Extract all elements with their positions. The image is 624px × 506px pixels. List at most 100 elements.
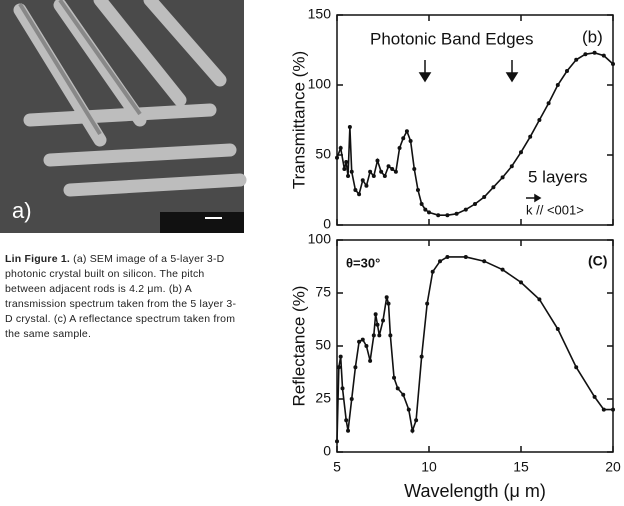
image-label: a) (12, 198, 32, 223)
data-point (382, 174, 387, 178)
data-point (390, 167, 395, 171)
data-point (537, 118, 542, 122)
data-point (410, 428, 415, 433)
data-point (438, 259, 443, 264)
data-point (346, 174, 351, 178)
data-point (371, 333, 376, 338)
data-point (519, 280, 523, 285)
caption: Lin Figure 1. (a) SEM image of a 5-layer… (5, 252, 241, 342)
data-point (463, 207, 468, 212)
arrow (418, 60, 542, 203)
sem-image: a) (0, 0, 247, 233)
data-point (347, 125, 352, 129)
y-tick-label: 0 (323, 216, 331, 232)
data-point (386, 301, 391, 306)
data-point (601, 407, 606, 412)
data-point (519, 150, 523, 155)
annotation: θ=30° (346, 255, 380, 270)
data-point (419, 202, 424, 206)
annotation: k // <001> (526, 202, 584, 217)
data-point (406, 407, 411, 412)
data-point (375, 158, 380, 163)
y-tick-label: 50 (315, 337, 331, 353)
data-point (430, 269, 435, 274)
data-point (338, 354, 343, 359)
x-axis-label: Wavelength (μ m) (404, 481, 546, 501)
data-point (360, 337, 365, 342)
data-point (414, 418, 419, 423)
data-point (427, 210, 431, 215)
data-point (565, 69, 569, 73)
data-point (336, 365, 341, 370)
plot-frame (336, 14, 614, 226)
data-point (349, 169, 354, 174)
data-point (401, 392, 406, 397)
y-axis-label: Transmittance (%) (289, 51, 308, 189)
data-point (371, 174, 376, 178)
data-point (491, 185, 496, 190)
data-point (404, 129, 409, 134)
data-point (445, 213, 450, 218)
y-axis-label: Reflectance (%) (289, 286, 308, 407)
data-point (500, 175, 505, 180)
data-point (509, 164, 514, 169)
data-point (537, 297, 542, 302)
data-point (364, 344, 369, 348)
plot-frame (336, 239, 614, 453)
data-point (436, 213, 441, 218)
data-point (335, 155, 339, 160)
data-point (375, 322, 380, 327)
y-tick-label: 0 (323, 443, 331, 459)
data-point (388, 333, 393, 338)
data-point (346, 428, 351, 433)
data-point (353, 188, 358, 192)
data-point (338, 146, 343, 150)
data-point (423, 207, 428, 212)
data-point (393, 169, 398, 174)
data-point (401, 136, 406, 141)
data-point (611, 407, 615, 412)
data-point (611, 62, 615, 66)
data-point (482, 195, 487, 199)
data-point (555, 327, 560, 332)
annotation: 5 layers (528, 167, 588, 186)
data-point (377, 333, 382, 338)
data-point (360, 178, 365, 183)
data-point (357, 339, 362, 344)
data-point (583, 52, 588, 57)
caption-text: (a) SEM image of a 5-layer 3-D photonic … (5, 253, 237, 340)
data-point (445, 254, 450, 259)
data-point (335, 439, 339, 444)
annotation: Photonic Band Edges (370, 29, 534, 48)
data-point (419, 354, 424, 359)
data-point (412, 167, 417, 171)
data-point (592, 394, 597, 399)
data-point (373, 312, 378, 317)
data-point (415, 188, 420, 192)
data-point (368, 169, 373, 174)
x-tick-label: 15 (513, 459, 529, 475)
data-point (344, 160, 349, 164)
data-point (473, 202, 477, 206)
panel-label: (C) (588, 253, 607, 269)
data-point (397, 146, 402, 150)
data-point (555, 83, 560, 87)
data-point (349, 397, 354, 401)
data-point (340, 386, 345, 391)
data-point (454, 211, 459, 216)
y-tick-label: 100 (308, 76, 332, 92)
data-point (384, 295, 389, 300)
data-point (574, 365, 579, 370)
data-point (395, 386, 400, 391)
y-tick-label: 150 (308, 6, 332, 22)
x-tick-label: 10 (421, 459, 437, 475)
data-point (344, 418, 349, 423)
data-point (408, 139, 413, 143)
data-point (500, 267, 505, 272)
x-tick-label: 5 (333, 459, 341, 475)
y-tick-label: 100 (308, 231, 332, 247)
data-point (601, 53, 606, 58)
data-point (386, 164, 391, 169)
